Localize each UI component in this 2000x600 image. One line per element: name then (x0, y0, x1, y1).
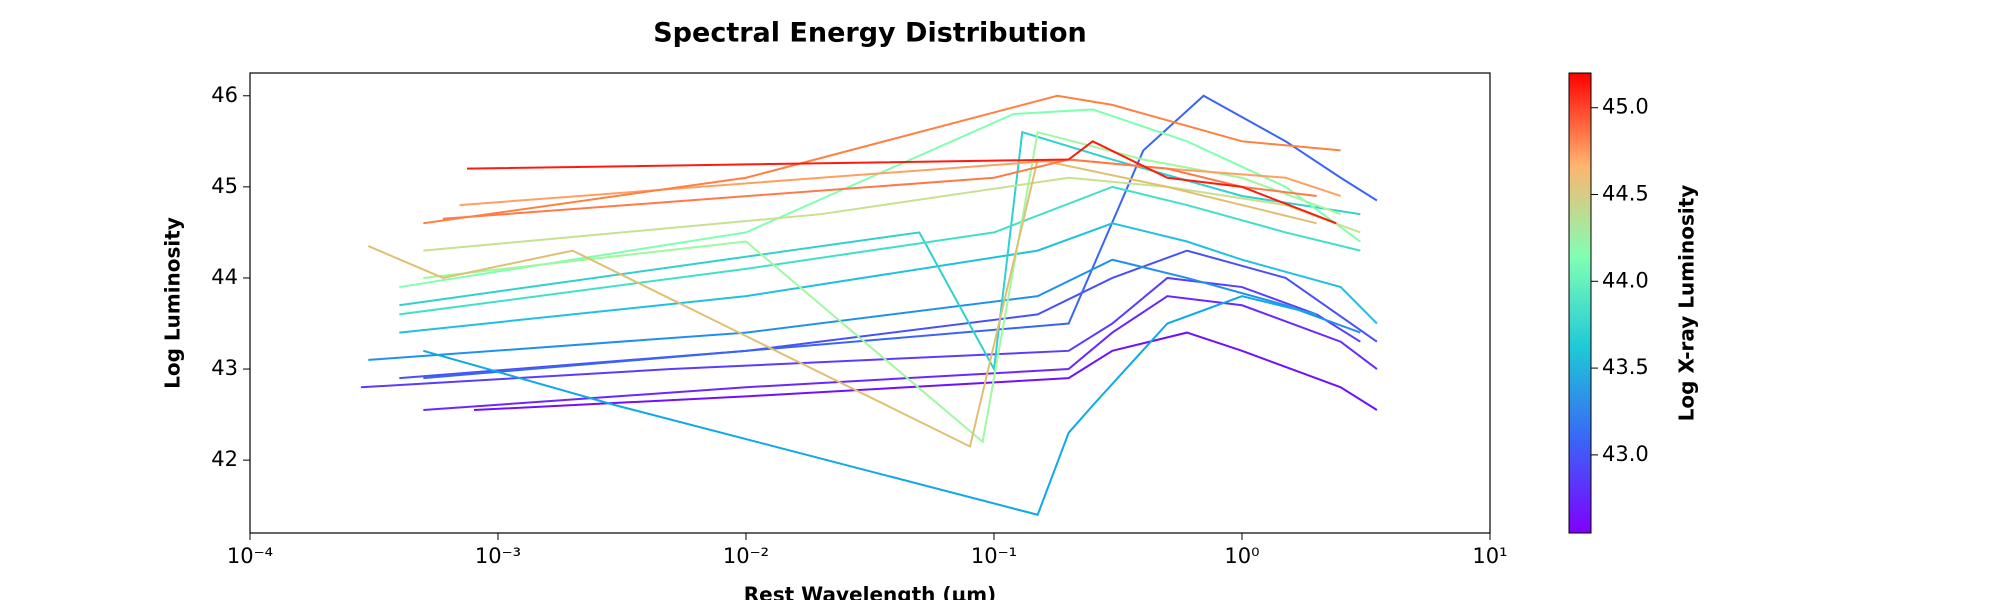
series-line (423, 94, 1378, 380)
series-line (399, 185, 1361, 316)
series-line (423, 94, 1341, 225)
colorbar-label: Log X-ray Luminosity (1675, 185, 1699, 422)
series-line (399, 108, 1361, 289)
colorbar-tick-label: 45.0 (1602, 95, 1649, 119)
x-tick-label: 10⁻⁴ (227, 544, 273, 568)
series-line (423, 130, 1342, 444)
y-tick-label: 46 (211, 83, 238, 107)
y-tick-label: 43 (211, 356, 238, 380)
series-line (423, 295, 1317, 516)
x-axis-label: Rest Wavelength (μm) (744, 583, 996, 600)
series-line (360, 276, 1361, 389)
x-tick-label: 10⁰ (1224, 544, 1259, 568)
series-line (467, 140, 1337, 225)
plot-frame (249, 72, 1491, 534)
x-tick-label: 10⁻³ (475, 544, 521, 568)
series-line (399, 222, 1378, 334)
y-tick-label: 44 (211, 265, 238, 289)
colorbar-tick-label: 43.5 (1602, 355, 1649, 379)
y-tick-label: 42 (211, 447, 238, 471)
y-tick-label: 45 (211, 174, 238, 198)
x-tick-label: 10⁻¹ (971, 544, 1017, 568)
x-tick-label: 10⁻² (723, 544, 769, 568)
series-line (368, 258, 1361, 361)
series-line (423, 176, 1361, 252)
series-line (367, 158, 1317, 448)
colorbar-tick-label: 44.0 (1602, 268, 1649, 292)
chart-title: Spectral Energy Distribution (653, 18, 1087, 49)
plot-area (360, 94, 1378, 516)
series-line (442, 158, 1317, 220)
x-tick-label: 10¹ (1472, 544, 1507, 568)
series-line (423, 295, 1378, 412)
series-line (473, 331, 1378, 412)
y-axis-label: Log Luminosity (161, 217, 185, 389)
colorbar-tick-label: 44.5 (1602, 182, 1649, 206)
colorbar-tick-label: 43.0 (1602, 442, 1649, 466)
series-line (399, 130, 1361, 373)
colorbar (1568, 72, 1592, 534)
